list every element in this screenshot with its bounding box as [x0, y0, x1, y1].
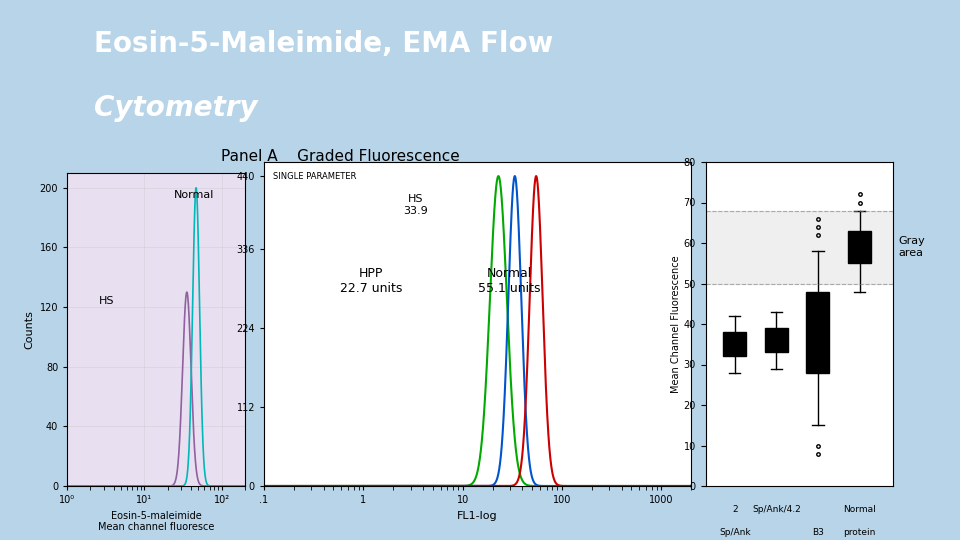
Y-axis label: Mean Channel Fluorescence: Mean Channel Fluorescence [671, 255, 681, 393]
Text: B3: B3 [812, 528, 824, 537]
Y-axis label: Counts: Counts [24, 310, 35, 349]
Text: Eosin-5-Maleimide, EMA Flow: Eosin-5-Maleimide, EMA Flow [94, 30, 554, 58]
Text: Gray
area: Gray area [899, 236, 925, 258]
PathPatch shape [848, 231, 871, 263]
PathPatch shape [806, 292, 829, 373]
Text: Normal
55.1 units: Normal 55.1 units [478, 267, 540, 295]
X-axis label: Eosin-5-maleimide
Mean channel fluoresce: Eosin-5-maleimide Mean channel fluoresce [98, 511, 214, 532]
Text: HS
33.9: HS 33.9 [403, 194, 428, 216]
Text: SINGLE PARAMETER: SINGLE PARAMETER [273, 172, 356, 181]
Text: Normal: Normal [174, 190, 214, 200]
Text: Cytometry: Cytometry [94, 94, 258, 122]
PathPatch shape [723, 332, 746, 356]
PathPatch shape [765, 328, 788, 352]
Text: HPP
22.7 units: HPP 22.7 units [340, 267, 402, 295]
Text: Panel A    Graded Fluorescence: Panel A Graded Fluorescence [221, 149, 460, 164]
Text: HS: HS [99, 296, 114, 306]
Text: Sp/Ank/4.2: Sp/Ank/4.2 [752, 505, 801, 515]
Bar [706, 211, 893, 284]
Text: Sp/Ank: Sp/Ank [719, 528, 751, 537]
Text: Normal: Normal [843, 505, 876, 515]
Text: 2: 2 [732, 505, 737, 515]
Text: protein: protein [843, 528, 876, 537]
X-axis label: FL1-log: FL1-log [457, 511, 498, 521]
